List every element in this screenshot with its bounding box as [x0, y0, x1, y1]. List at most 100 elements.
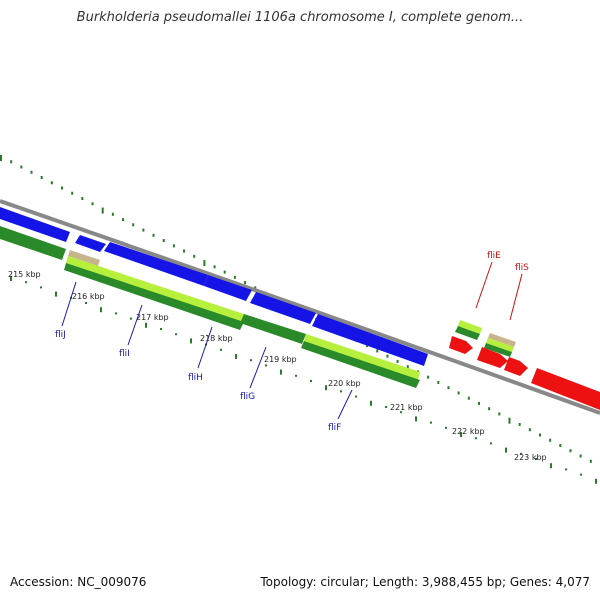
tick-mark [91, 202, 94, 206]
gene-leader-line [475, 261, 493, 309]
genome-summary: Topology: circular; Length: 3,988,455 bp… [260, 575, 590, 589]
inner-tick-mark [265, 364, 267, 367]
cds-blue-5 [250, 292, 316, 324]
tick-mark [244, 281, 247, 285]
tick-mark [30, 170, 33, 174]
gene-label-fliE: fliE [487, 251, 501, 261]
inner-tick-mark [310, 380, 312, 382]
inner-tick-mark [520, 452, 522, 455]
tick-mark [457, 391, 460, 395]
scale-label: 223 kbp [514, 453, 547, 462]
map-title: Burkholderia pseudomallei 1106a chromoso… [76, 10, 524, 25]
tick-mark [376, 349, 379, 353]
inner-tick-mark [370, 400, 372, 406]
inner-tick-mark [145, 322, 147, 328]
cds-blue-4 [204, 275, 252, 301]
tick-mark [396, 359, 399, 363]
scale-labels: 215 kbp 216 kbp 217 kbp 218 kbp 219 kbp 220 k… [8, 270, 547, 462]
scale-label: 216 kbp [72, 292, 105, 301]
tick-mark [172, 244, 175, 248]
tick-mark [132, 223, 135, 227]
gene-labels: fliJ fliI fliH fliG fliF fliE fliS [55, 251, 529, 433]
tick-mark [498, 412, 501, 416]
inner-tick-mark [415, 416, 417, 422]
cds-red-1 [449, 336, 473, 354]
gene-label-fliG: fliG [240, 392, 255, 402]
cds-red-3 [504, 357, 528, 376]
inner-tick-mark [40, 286, 42, 289]
tick-mark [213, 265, 216, 269]
gene-label-fliF: fliF [328, 423, 341, 433]
tick-mark [81, 197, 84, 201]
inner-tick-mark [535, 458, 537, 460]
tick-mark [427, 375, 430, 379]
scale-label: 222 kbp [452, 427, 485, 436]
gene-label-fliS: fliS [515, 263, 529, 273]
tick-mark [61, 186, 64, 190]
cds-green-1 [0, 226, 66, 260]
gene-leader-line [197, 326, 213, 369]
tick-mark [569, 449, 572, 453]
inner-tick-mark [475, 437, 477, 440]
inner-tick-mark [580, 473, 582, 476]
cds-blue-6 [312, 314, 428, 366]
cds-red-4 [531, 368, 600, 410]
cds-lightgreen-2 [304, 334, 420, 380]
tick-mark [549, 438, 552, 442]
tick-mark [20, 165, 23, 169]
backbone-line [0, 199, 600, 415]
inner-tick-mark [505, 447, 507, 453]
tick-mark [111, 212, 114, 216]
tick-mark [488, 407, 491, 411]
cds-green-2 [64, 263, 244, 330]
gene-leader-line [61, 281, 77, 327]
tick-mark [528, 428, 531, 432]
inner-tick-mark [115, 312, 117, 315]
tick-mark [233, 275, 236, 279]
gene-label-fliH: fliH [188, 373, 203, 383]
tick-mark [223, 270, 226, 274]
gene-label-fliI: fliI [119, 349, 130, 359]
inner-tick-mark [460, 432, 462, 437]
inner-tick-mark [595, 478, 597, 484]
scale-label: 221 kbp [390, 403, 423, 412]
tick-mark [183, 249, 186, 253]
inner-tick-mark [10, 276, 12, 281]
reverse-strand [0, 226, 516, 388]
tick-mark [203, 260, 206, 267]
tick-mark [142, 228, 145, 232]
inner-tick-mark [325, 385, 327, 391]
cds-blue-1 [0, 207, 70, 242]
cds-green-3 [240, 314, 306, 344]
tick-mark [10, 160, 13, 164]
inner-tick-mark [130, 317, 132, 320]
gene-leader-line [127, 304, 143, 346]
tick-mark [437, 380, 440, 384]
cds-blue-2 [75, 235, 106, 252]
accession-label: Accession: NC_009076 [10, 575, 147, 589]
cds-lightgreen-4 [486, 338, 514, 352]
inner-tick-mark [430, 421, 432, 424]
inner-tick-mark [235, 354, 237, 359]
tick-mark [386, 354, 389, 358]
red-cds-group [449, 336, 600, 410]
inner-tick-mark [250, 359, 252, 362]
tick-mark [467, 396, 470, 400]
tick-mark [559, 443, 562, 447]
inner-tick-mark [490, 442, 492, 445]
gene-leader-line [337, 389, 353, 420]
inner-tick-mark [295, 374, 297, 377]
tick-mark [193, 254, 196, 258]
gene-leader-line [249, 346, 267, 389]
forward-strand [0, 207, 428, 366]
tick-mark [122, 218, 125, 222]
tick-mark [101, 207, 104, 214]
scale-label: 215 kbp [8, 270, 41, 279]
cds-tan-2 [488, 333, 516, 347]
tick-mark [0, 155, 2, 161]
tick-mark [447, 386, 450, 390]
tick-mark [538, 433, 541, 437]
cds-lightgreen-1 [66, 256, 244, 322]
cds-tan-1 [68, 250, 100, 266]
